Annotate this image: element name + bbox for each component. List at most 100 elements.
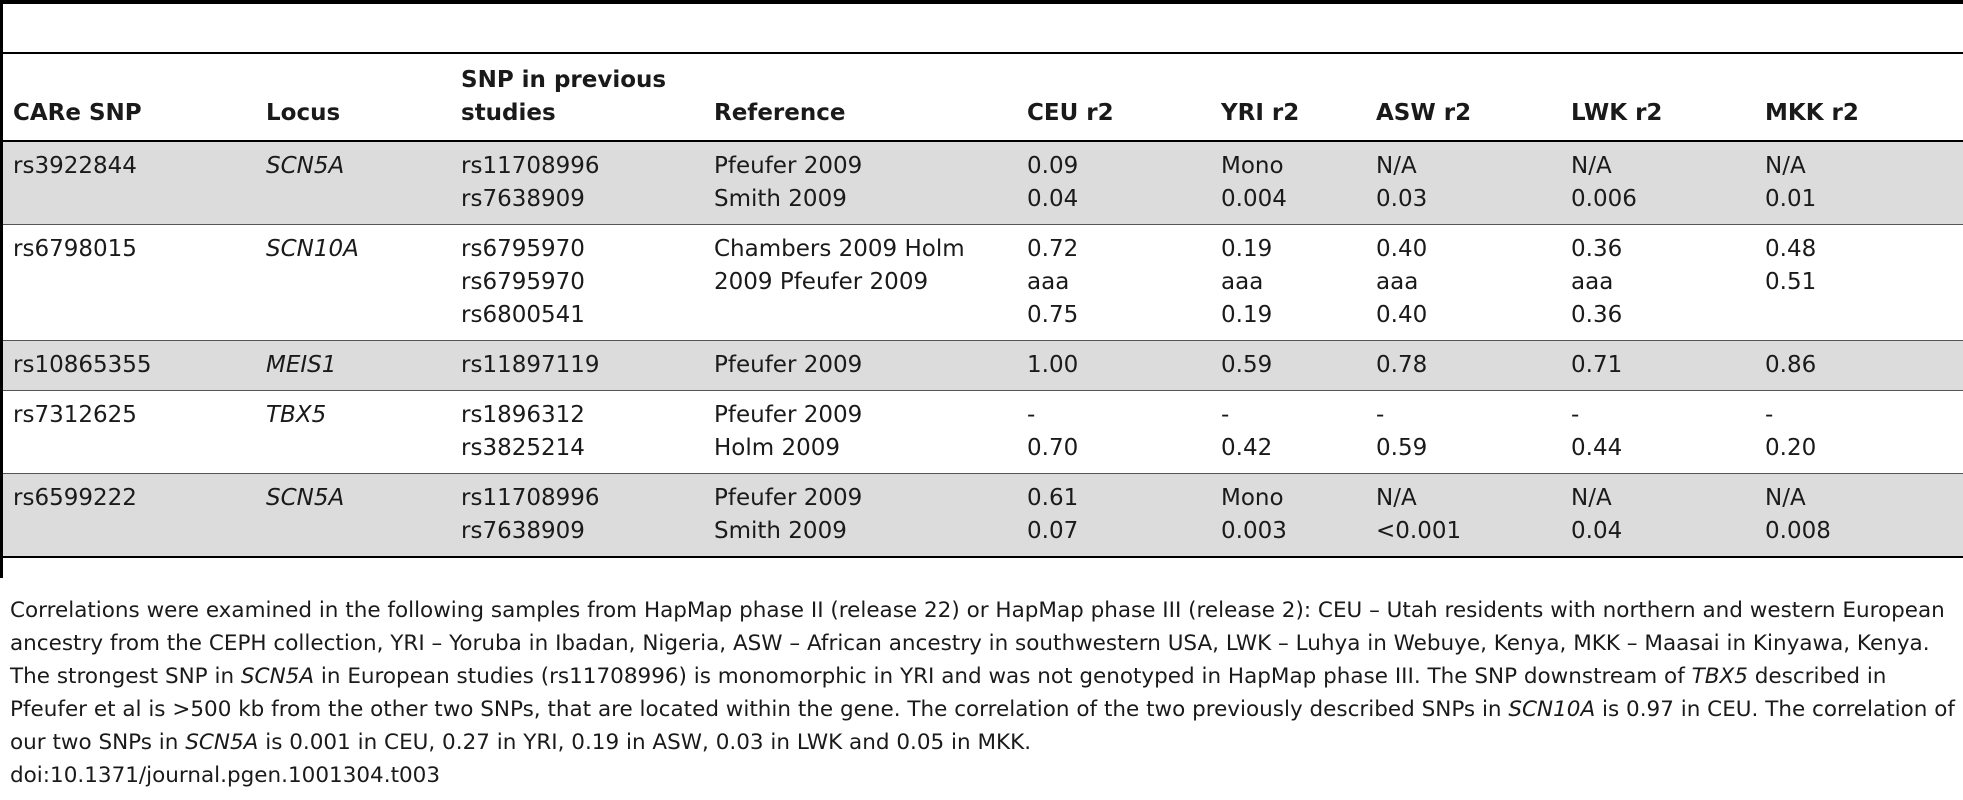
col-header-locus: Locus — [266, 100, 341, 126]
yri-r2-cell-line: 0.003 — [1221, 518, 1287, 544]
asw-r2-cell-line: 0.03 — [1376, 186, 1428, 212]
ceu-r2-cell-line: 0.04 — [1027, 186, 1079, 212]
prev-snp-cell-line: rs6795970 — [461, 236, 585, 262]
asw-r2-cell-line: aaa — [1376, 269, 1419, 295]
reference-cell: Pfeufer 2009 Smith 2009 — [704, 474, 1017, 558]
snp-correlation-table: CARe SNP Locus SNP in previous studies R… — [3, 52, 1963, 558]
yri-r2-cell-line: 0.59 — [1221, 352, 1273, 378]
ceu-r2-cell-line: - — [1027, 402, 1036, 428]
asw-r2-cell-line: N/A — [1376, 153, 1417, 179]
prev-snp-cell-line: rs11897119 — [461, 352, 600, 378]
yri-r2-cell: Mono 0.004 — [1211, 141, 1366, 225]
reference-cell-line: Pfeufer 2009 — [714, 485, 863, 511]
yri-r2-cell: Mono 0.003 — [1211, 474, 1366, 558]
lwk-r2-cell: N/A 0.04 — [1561, 474, 1755, 558]
lwk-r2-cell-line: N/A — [1571, 485, 1612, 511]
mkk-r2-cell: - 0.20 — [1755, 391, 1963, 474]
asw-r2-cell-line: <0.001 — [1376, 518, 1462, 544]
asw-r2-cell: N/A 0.03 — [1366, 141, 1561, 225]
mkk-r2-cell-line: 0.48 — [1765, 236, 1817, 262]
prev-snp-cell-line: rs7638909 — [461, 518, 585, 544]
top-rule — [0, 0, 1963, 4]
locus-cell: SCN10A — [266, 236, 359, 262]
asw-r2-cell: 0.78 — [1366, 341, 1561, 391]
yri-r2-cell-line: aaa — [1221, 269, 1264, 295]
prev-snp-cell-line: rs11708996 — [461, 485, 600, 511]
table-row: rs6599222 SCN5A rs11708996 rs7638909 Pfeufer… — [3, 473, 1963, 558]
care-snp-cell: rs6798015 — [13, 236, 137, 262]
lwk-r2-cell-line: 0.006 — [1571, 186, 1637, 212]
prev-snp-cell-line: rs6795970 — [461, 269, 585, 295]
ceu-r2-cell: 0.61 0.07 — [1017, 474, 1211, 558]
yri-r2-cell-line: 0.19 — [1221, 302, 1273, 328]
col-header-mkk: MKK r2 — [1765, 100, 1859, 126]
reference-cell-line: Pfeufer 2009 — [714, 153, 863, 179]
reference-cell-line: Smith 2009 — [714, 186, 847, 212]
locus-cell: SCN5A — [266, 153, 345, 179]
lwk-r2-cell-line: 0.36 — [1571, 236, 1623, 262]
asw-r2-cell-line: N/A — [1376, 485, 1417, 511]
prev-snp-cell-line: rs3825214 — [461, 435, 585, 461]
reference-cell-line: Smith 2009 — [714, 518, 847, 544]
lwk-r2-cell-line: aaa — [1571, 269, 1614, 295]
ceu-r2-cell-line: 0.72 — [1027, 236, 1079, 262]
col-header-care-snp: CARe SNP — [13, 100, 142, 126]
col-header-reference: Reference — [714, 100, 846, 126]
prev-snp-cell-line: rs11708996 — [461, 153, 600, 179]
prev-snp-cell: rs11708996 rs7638909 — [451, 474, 704, 558]
col-header-yri: YRI r2 — [1221, 100, 1300, 126]
mkk-r2-cell-line: 0.51 — [1765, 269, 1817, 295]
mkk-r2-cell: N/A 0.01 — [1755, 141, 1963, 225]
lwk-r2-cell: - 0.44 — [1561, 391, 1755, 474]
yri-r2-cell-line: Mono — [1221, 153, 1284, 179]
table-footnote: Correlations were examined in the follow… — [10, 594, 1960, 792]
footnote-gene-3: SCN10A — [1508, 697, 1596, 722]
col-header-asw: ASW r2 — [1376, 100, 1472, 126]
asw-r2-cell: - 0.59 — [1366, 391, 1561, 474]
prev-snp-cell-line: rs6800541 — [461, 302, 585, 328]
ceu-r2-cell: - 0.70 — [1017, 391, 1211, 474]
yri-r2-cell: - 0.42 — [1211, 391, 1366, 474]
mkk-r2-cell-line: 0.86 — [1765, 352, 1817, 378]
lwk-r2-cell: N/A 0.006 — [1561, 141, 1755, 225]
prev-snp-cell-line: rs7638909 — [461, 186, 585, 212]
ceu-r2-cell-line: 1.00 — [1027, 352, 1079, 378]
lwk-r2-cell-line: 0.04 — [1571, 518, 1623, 544]
table-row: rs7312625 TBX5 rs1896312 rs3825214 Pfeufer 2… — [3, 390, 1963, 474]
header-row: CARe SNP Locus SNP in previous studies R… — [3, 53, 1963, 141]
ceu-r2-cell: 0.72 aaa 0.75 — [1017, 225, 1211, 341]
footnote-text-3: described in Pfeufer et al is >500 kb fr… — [10, 664, 1887, 722]
reference-cell-line: Pfeufer 2009 — [714, 352, 863, 378]
lwk-r2-cell: 0.71 — [1561, 341, 1755, 391]
yri-r2-cell-line: 0.42 — [1221, 435, 1273, 461]
mkk-r2-cell-line: N/A — [1765, 485, 1806, 511]
table-row: rs10865355 MEIS1 rs11897119 Pfeufer 2009 1.0… — [3, 340, 1963, 391]
table-row: rs6798015 SCN10A rs6795970 rs6795970 rs68005… — [3, 224, 1963, 341]
yri-r2-cell: 0.59 — [1211, 341, 1366, 391]
care-snp-cell: rs3922844 — [13, 153, 137, 179]
prev-snp-cell: rs1896312 rs3825214 — [451, 391, 704, 474]
prev-snp-cell: rs11897119 — [451, 341, 704, 391]
lwk-r2-cell-line: - — [1571, 402, 1580, 428]
lwk-r2-cell-line: 0.71 — [1571, 352, 1623, 378]
col-header-prev-snp: SNP in previous studies — [461, 67, 667, 126]
asw-r2-cell-line: 0.59 — [1376, 435, 1428, 461]
footnote-gene-2: TBX5 — [1691, 664, 1748, 689]
footnote-text-4: is 0.97 in CEU. The correlation of our t… — [10, 697, 1955, 755]
ceu-r2-cell-line: 0.75 — [1027, 302, 1079, 328]
prev-snp-cell: rs6795970 rs6795970 rs6800541 — [451, 225, 704, 341]
care-snp-cell: rs7312625 — [13, 402, 137, 428]
lwk-r2-cell-line: N/A — [1571, 153, 1612, 179]
asw-r2-cell: N/A <0.001 — [1366, 474, 1561, 558]
ceu-r2-cell-line: 0.70 — [1027, 435, 1079, 461]
mkk-r2-cell-line: - — [1765, 402, 1774, 428]
mkk-r2-cell-line: N/A — [1765, 153, 1806, 179]
asw-r2-cell: 0.40 aaa 0.40 — [1366, 225, 1561, 341]
table-header: CARe SNP Locus SNP in previous studies R… — [3, 53, 1963, 141]
asw-r2-cell-line: 0.78 — [1376, 352, 1428, 378]
mkk-r2-cell: 0.86 — [1755, 341, 1963, 391]
ceu-r2-cell-line: 0.09 — [1027, 153, 1079, 179]
asw-r2-cell-line: 0.40 — [1376, 236, 1428, 262]
locus-cell: SCN5A — [266, 485, 345, 511]
lwk-r2-cell-line: 0.36 — [1571, 302, 1623, 328]
